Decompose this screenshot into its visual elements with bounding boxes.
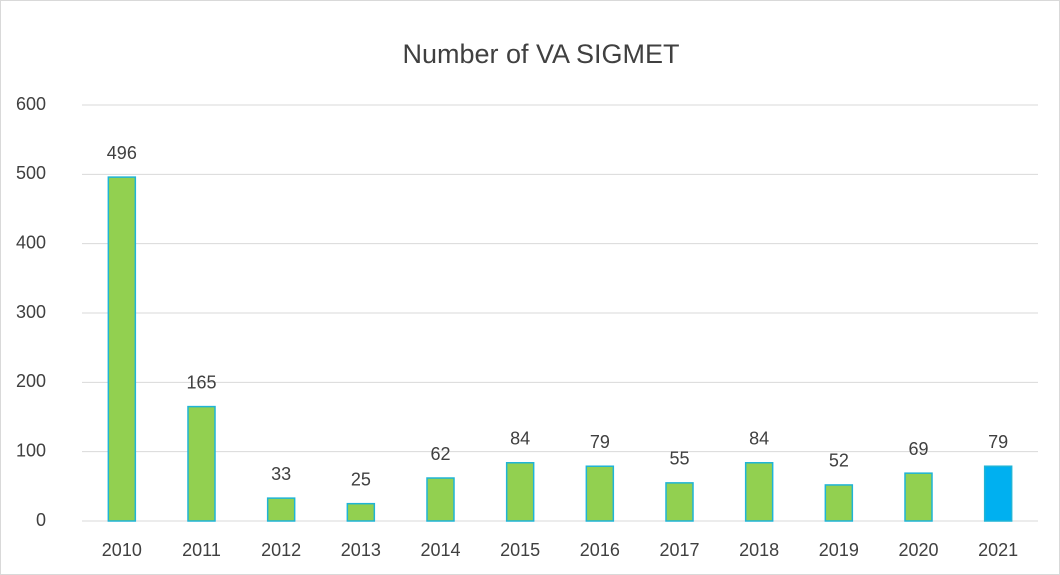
bar <box>983 465 1013 522</box>
bar <box>426 477 455 522</box>
x-tick-label: 2014 <box>420 540 460 560</box>
x-tick-label: 2011 <box>182 540 221 560</box>
y-tick-label: 500 <box>16 163 46 183</box>
data-label: 84 <box>749 429 769 449</box>
bar <box>505 462 535 522</box>
bar <box>266 497 296 522</box>
x-tick-label: 2020 <box>898 540 938 560</box>
bar <box>904 472 933 522</box>
y-tick-label: 400 <box>16 232 46 252</box>
data-label: 69 <box>908 439 928 459</box>
bar <box>346 502 376 522</box>
bar <box>744 462 774 522</box>
y-tick-label: 600 <box>16 94 46 114</box>
x-tick-label: 2019 <box>819 540 859 560</box>
bar <box>187 405 216 522</box>
x-tick-label: 2016 <box>580 540 620 560</box>
x-tick-label: 2017 <box>659 540 699 560</box>
bar <box>665 482 694 522</box>
x-tick-label: 2021 <box>978 540 1018 560</box>
x-tick-label: 2010 <box>102 540 142 560</box>
data-label: 79 <box>590 432 610 452</box>
data-label: 33 <box>271 464 291 484</box>
bar <box>585 465 615 522</box>
data-label: 52 <box>829 451 849 471</box>
data-label: 79 <box>988 432 1008 452</box>
data-label: 84 <box>510 429 530 449</box>
data-label: 55 <box>669 449 689 469</box>
x-tick-label: 2015 <box>500 540 540 560</box>
x-tick-label: 2018 <box>739 540 779 560</box>
data-label: 62 <box>430 444 450 464</box>
y-tick-label: 200 <box>16 371 46 391</box>
x-tick-label: 2013 <box>341 540 381 560</box>
data-label: 25 <box>351 469 371 489</box>
y-tick-label: 0 <box>36 510 46 530</box>
bar <box>824 484 854 522</box>
y-tick-label: 100 <box>16 440 46 460</box>
bar <box>107 176 137 522</box>
data-label: 496 <box>107 143 137 163</box>
chart-title: Number of VA SIGMET <box>402 39 679 69</box>
y-tick-label: 300 <box>16 302 46 322</box>
data-label: 165 <box>186 372 216 392</box>
x-tick-label: 2012 <box>261 540 301 560</box>
